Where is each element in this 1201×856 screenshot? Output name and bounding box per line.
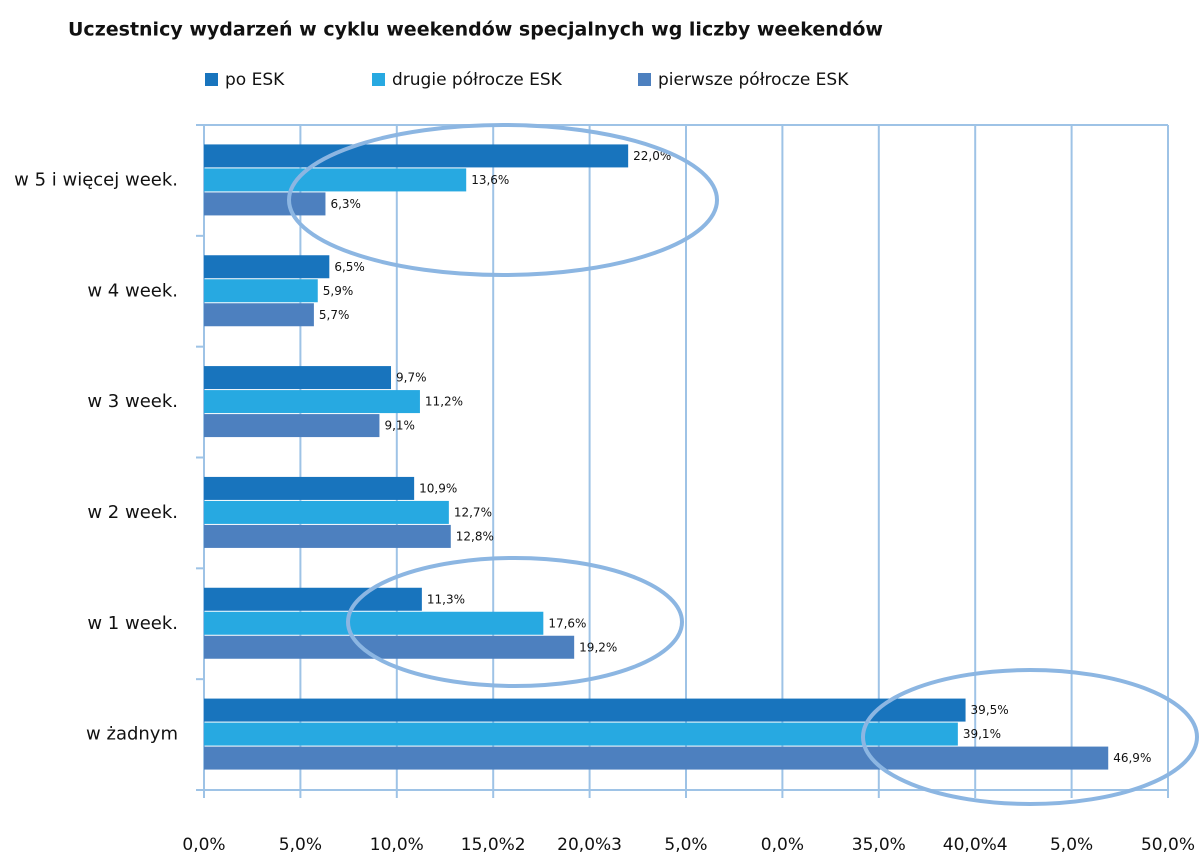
- highlight-ellipse: [287, 123, 719, 277]
- data-label: 46,9%: [1113, 751, 1151, 765]
- data-label: 5,9%: [323, 284, 354, 298]
- annotations: [287, 123, 1199, 806]
- data-label: 11,2%: [425, 395, 463, 409]
- bar: [204, 611, 544, 635]
- bar: [204, 390, 420, 414]
- x-tick-label: 50,0%: [1141, 835, 1195, 855]
- data-label: 22,0%: [633, 149, 671, 163]
- data-label: 12,8%: [456, 529, 494, 543]
- data-label: 39,1%: [963, 727, 1001, 741]
- x-tick-label: 40,0%4: [943, 835, 1008, 855]
- y-tick-label: w 5 i więcej week.: [14, 169, 178, 190]
- bar: [204, 366, 392, 390]
- y-tick-label: w 1 week.: [87, 613, 178, 634]
- x-tick-label: 0,0%: [761, 835, 804, 855]
- bar: [204, 746, 1109, 770]
- data-label: 6,5%: [334, 260, 365, 274]
- data-label: 9,7%: [396, 371, 427, 385]
- x-tick-label: 5,0%: [664, 835, 707, 855]
- bar: [204, 524, 451, 548]
- legend-swatch: [372, 73, 385, 86]
- data-label: 17,6%: [548, 616, 586, 630]
- data-label: 13,6%: [471, 173, 509, 187]
- x-tick-label: 35,0%: [852, 835, 906, 855]
- plot: 0,0% 5,0% 10,0% 15,0%2 20,0%3 5,0% 0,0% 35,0% 40…: [14, 70, 1195, 855]
- data-label: 9,1%: [384, 419, 415, 433]
- legend-label: drugie półrocze ESK: [392, 70, 563, 90]
- legend-label: po ESK: [225, 70, 285, 90]
- bar: [204, 414, 380, 438]
- legend-swatch: [205, 73, 218, 86]
- highlight-ellipse: [346, 556, 684, 688]
- x-tick-label: 15,0%2: [461, 835, 526, 855]
- bar: [204, 192, 326, 216]
- bar: [204, 476, 415, 500]
- chart-title: Uczestnicy wydarzeń w cyklu weekendów sp…: [68, 19, 883, 41]
- data-label: 10,9%: [419, 481, 457, 495]
- legend-label: pierwsze półrocze ESK: [658, 70, 849, 90]
- legend-swatch: [638, 73, 651, 86]
- bar: [204, 500, 449, 524]
- bar: [204, 255, 330, 279]
- bar: [204, 144, 629, 168]
- data-label: 19,2%: [579, 640, 617, 654]
- bar: [204, 303, 314, 327]
- bar: [204, 722, 958, 746]
- x-tick-label: 5,0%: [1050, 835, 1093, 855]
- data-label: 39,5%: [971, 703, 1009, 717]
- y-tick-label: w 2 week.: [87, 502, 178, 523]
- data-label: 5,7%: [319, 308, 350, 322]
- y-tick-label: w żadnym: [86, 724, 178, 745]
- data-label: 12,7%: [454, 505, 492, 519]
- bar: [204, 279, 318, 303]
- highlight-ellipse: [861, 668, 1199, 806]
- bar: [204, 635, 575, 659]
- x-tick-label: 10,0%: [370, 835, 424, 855]
- bar: [204, 168, 467, 192]
- y-tick-label: w 4 week.: [87, 280, 178, 301]
- x-tick-label: 0,0%: [182, 835, 225, 855]
- x-tick-label: 5,0%: [279, 835, 322, 855]
- x-tick-label: 20,0%3: [557, 835, 622, 855]
- bar: [204, 698, 966, 722]
- data-label: 6,3%: [330, 197, 361, 211]
- y-tick-label: w 3 week.: [87, 391, 178, 412]
- data-label: 11,3%: [427, 592, 465, 606]
- bar: [204, 587, 422, 611]
